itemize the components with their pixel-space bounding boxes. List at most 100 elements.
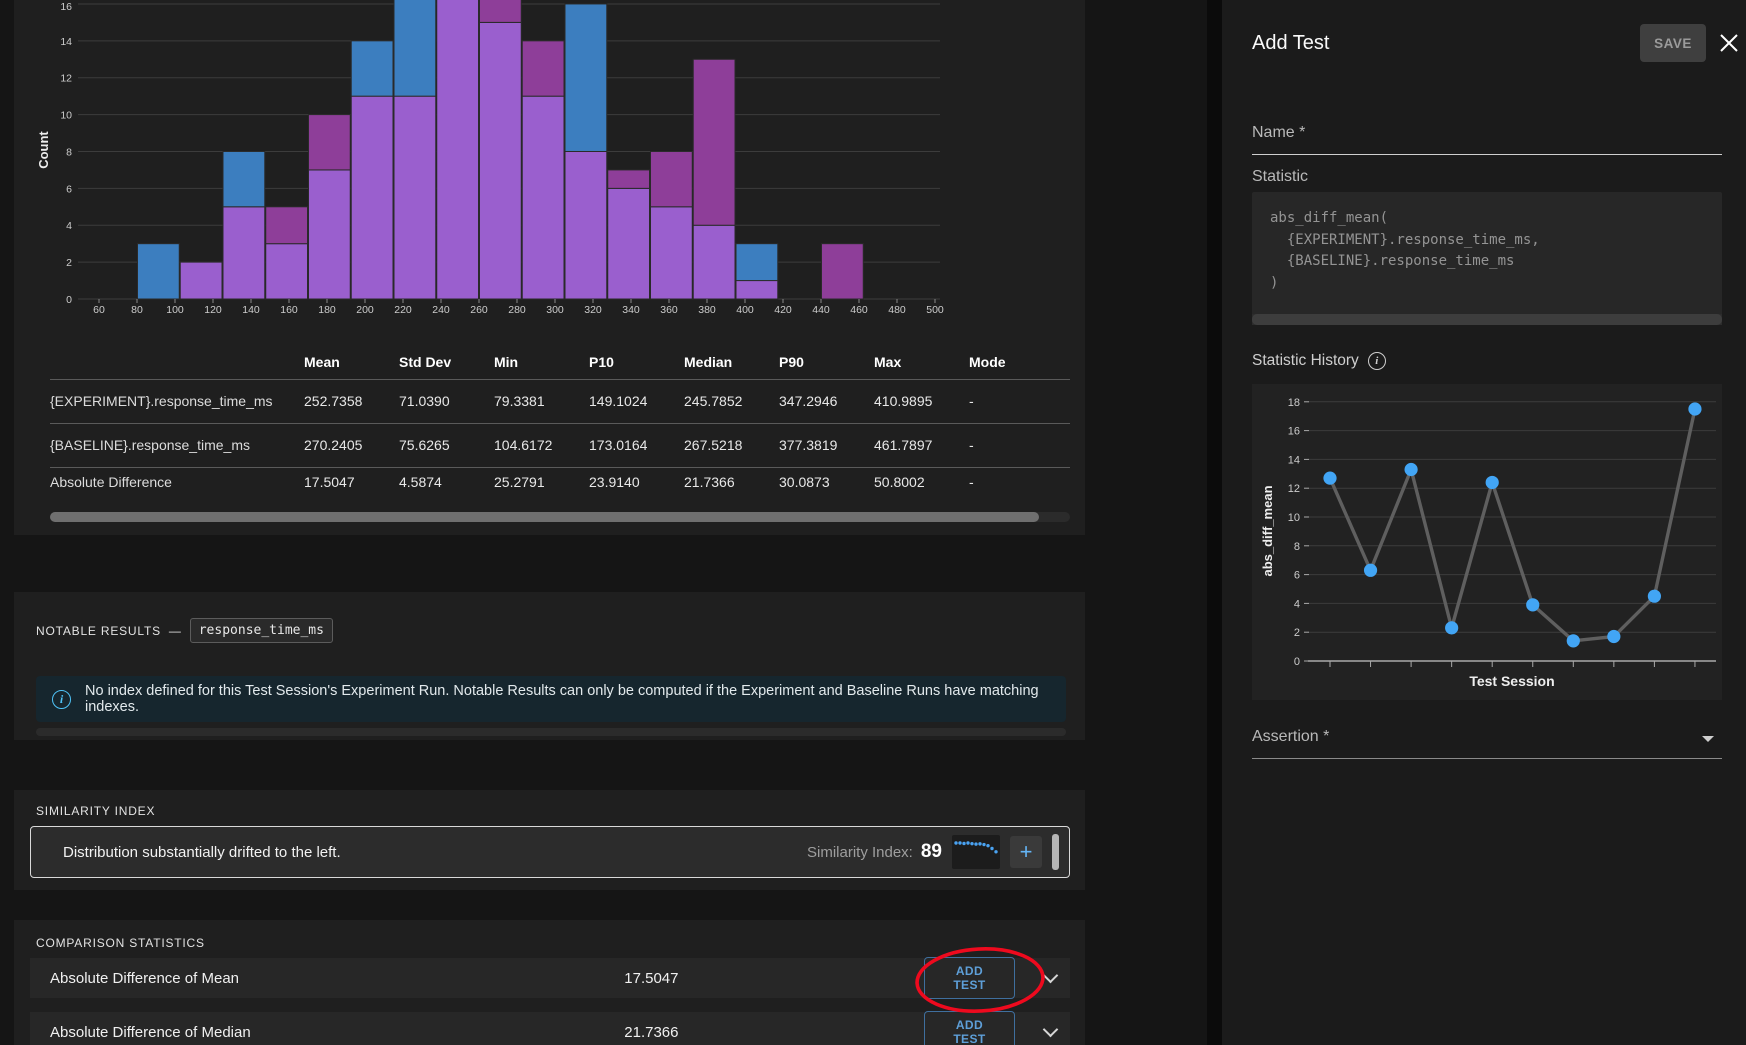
- svg-text:6: 6: [66, 183, 72, 195]
- name-field-underline: [1252, 154, 1722, 155]
- column-header: Mode: [969, 353, 1006, 370]
- table-cell: 245.7852: [684, 393, 743, 409]
- svg-text:280: 280: [508, 304, 526, 316]
- svg-text:440: 440: [812, 304, 830, 316]
- close-icon[interactable]: [1720, 34, 1738, 52]
- table-cell: -: [969, 393, 974, 409]
- table-cell: -: [969, 437, 974, 453]
- similarity-index-caption: Similarity Index:: [806, 843, 913, 861]
- comparison-statistics-card: COMPARISON STATISTICS Absolute Differenc…: [14, 920, 1085, 1045]
- svg-text:12: 12: [1288, 483, 1300, 495]
- table-row: {BASELINE}.response_time_ms 270.2405 75.62…: [50, 423, 1070, 467]
- add-similarity-test-button[interactable]: +: [1010, 836, 1042, 868]
- svg-text:6: 6: [1294, 570, 1300, 582]
- similarity-index-value: 89: [920, 841, 942, 862]
- save-button[interactable]: SAVE: [1640, 24, 1706, 62]
- table-cell: 4.5874: [399, 474, 442, 490]
- svg-text:140: 140: [242, 304, 260, 316]
- table-row: Absolute Difference 17.5047 4.5874 25.2791 2…: [50, 467, 1070, 497]
- svg-text:12: 12: [60, 73, 72, 85]
- table-cell: 79.3381: [494, 393, 545, 409]
- drift-message: Distribution substantially drifted to th…: [63, 843, 341, 861]
- svg-text:80: 80: [131, 304, 143, 316]
- row-label: {BASELINE}.response_time_ms: [50, 437, 250, 453]
- svg-text:10: 10: [1288, 512, 1300, 524]
- column-header: P10: [589, 353, 614, 370]
- table-cell: 149.1024: [589, 393, 648, 409]
- statistic-history-chart: 0 2 4 6 8 10 12 14 16 18 abs_diff_mean Test Session: [1260, 397, 1716, 689]
- notable-scrollbar[interactable]: [36, 728, 1066, 736]
- svg-text:200: 200: [356, 304, 374, 316]
- results-pane: 0 2 4 6 8 10 12 14 16 60 80 100 120 140 160 180 200 220 24…: [14, 0, 1085, 1045]
- info-icon: i: [52, 689, 71, 709]
- svg-text:16: 16: [60, 1, 72, 13]
- column-header: Median: [684, 353, 733, 370]
- add-test-button-mean[interactable]: ADD TEST: [923, 957, 1016, 999]
- code-scrollbar[interactable]: [1252, 314, 1722, 325]
- no-index-info-banner: i No index defined for this Test Session…: [36, 676, 1066, 722]
- svg-text:18: 18: [1288, 397, 1300, 409]
- table-cell: 75.6265: [399, 437, 450, 453]
- svg-text:2: 2: [1294, 627, 1300, 639]
- table-cell: 50.8002: [874, 474, 925, 490]
- notable-results-card: NOTABLE RESULTS — response_time_ms i No …: [14, 592, 1085, 740]
- assertion-select[interactable]: Assertion *: [1252, 728, 1722, 759]
- svg-text:340: 340: [622, 304, 640, 316]
- drawer-title: Add Test: [1252, 32, 1330, 54]
- notable-results-label: NOTABLE RESULTS: [36, 623, 161, 638]
- column-header: P90: [779, 353, 804, 370]
- statistic-code-block: abs_diff_mean( {EXPERIMENT}.response_tim…: [1252, 192, 1722, 314]
- svg-text:16: 16: [1288, 426, 1300, 438]
- comparison-statistics-label: COMPARISON STATISTICS: [36, 936, 205, 950]
- svg-text:120: 120: [204, 304, 222, 316]
- banner-text: No index defined for this Test Session's…: [85, 683, 1039, 715]
- table-cell: 252.7358: [304, 393, 363, 409]
- table-cell: 173.0164: [589, 437, 648, 453]
- svg-text:4: 4: [1294, 598, 1300, 610]
- table-cell: 347.2946: [779, 393, 838, 409]
- svg-text:100: 100: [166, 304, 184, 316]
- response-time-histogram: 0 2 4 6 8 10 12 14 16 60 80 100 120 140 160 180 200 220 24…: [36, 0, 944, 316]
- table-cell: 30.0873: [779, 474, 830, 490]
- history-info-icon[interactable]: i: [1367, 352, 1386, 370]
- stat-name: Absolute Difference of Median: [50, 1023, 251, 1041]
- svg-text:360: 360: [660, 304, 678, 316]
- distribution-card: 0 2 4 6 8 10 12 14 16 60 80 100 120 140 160 180 200 220 24…: [14, 0, 1085, 535]
- stat-value: 17.5047: [624, 969, 679, 987]
- history-ylabel: abs_diff_mean: [1260, 485, 1275, 576]
- similarity-sparkline[interactable]: [952, 835, 1000, 869]
- similarity-scrollbar-thumb[interactable]: [1052, 834, 1059, 870]
- table-cell: 270.2405: [304, 437, 363, 453]
- name-input[interactable]: [1252, 124, 1722, 152]
- svg-text:14: 14: [1288, 454, 1300, 466]
- svg-text:300: 300: [546, 304, 564, 316]
- column-header: Max: [874, 353, 902, 370]
- table-cell: 17.5047: [304, 474, 355, 490]
- table-cell: 267.5218: [684, 437, 743, 453]
- svg-text:14: 14: [60, 36, 72, 48]
- column-header: Mean: [304, 353, 340, 370]
- statistic-history-card: 0 2 4 6 8 10 12 14 16 18 abs_diff_mean Test Session: [1252, 384, 1722, 700]
- scrollbar-thumb[interactable]: [1252, 314, 1722, 325]
- svg-text:160: 160: [280, 304, 298, 316]
- svg-text:400: 400: [736, 304, 754, 316]
- similarity-index-label: SIMILARITY INDEX: [36, 804, 156, 818]
- table-horizontal-scrollbar[interactable]: [50, 512, 1070, 522]
- statistic-history-label: Statistic History: [1252, 352, 1359, 369]
- pane-divider: [1207, 0, 1222, 1045]
- scrollbar-thumb[interactable]: [50, 512, 1040, 522]
- svg-text:420: 420: [774, 304, 792, 316]
- statistics-table: Mean Std Dev Min P10 Median P90 Max Mode {EXPERI…: [50, 345, 1070, 497]
- svg-text:500: 500: [926, 304, 944, 316]
- add-test-drawer: Add Test SAVE Name * Statistic abs_diff_…: [1222, 0, 1746, 1045]
- history-xlabel: Test Session: [1469, 673, 1554, 689]
- comparison-row-mean: Absolute Difference of Mean 17.5047 ADD …: [30, 957, 1070, 999]
- metric-chip[interactable]: response_time_ms: [189, 618, 333, 643]
- histogram-ylabel: Count: [36, 131, 51, 169]
- similarity-index-card: SIMILARITY INDEX Distribution substantia…: [14, 790, 1085, 890]
- svg-text:2: 2: [66, 257, 72, 269]
- dropdown-caret-icon[interactable]: [1702, 736, 1714, 742]
- svg-text:480: 480: [888, 304, 906, 316]
- comparison-row-median: Absolute Difference of Median 21.7366 AD…: [30, 1011, 1070, 1045]
